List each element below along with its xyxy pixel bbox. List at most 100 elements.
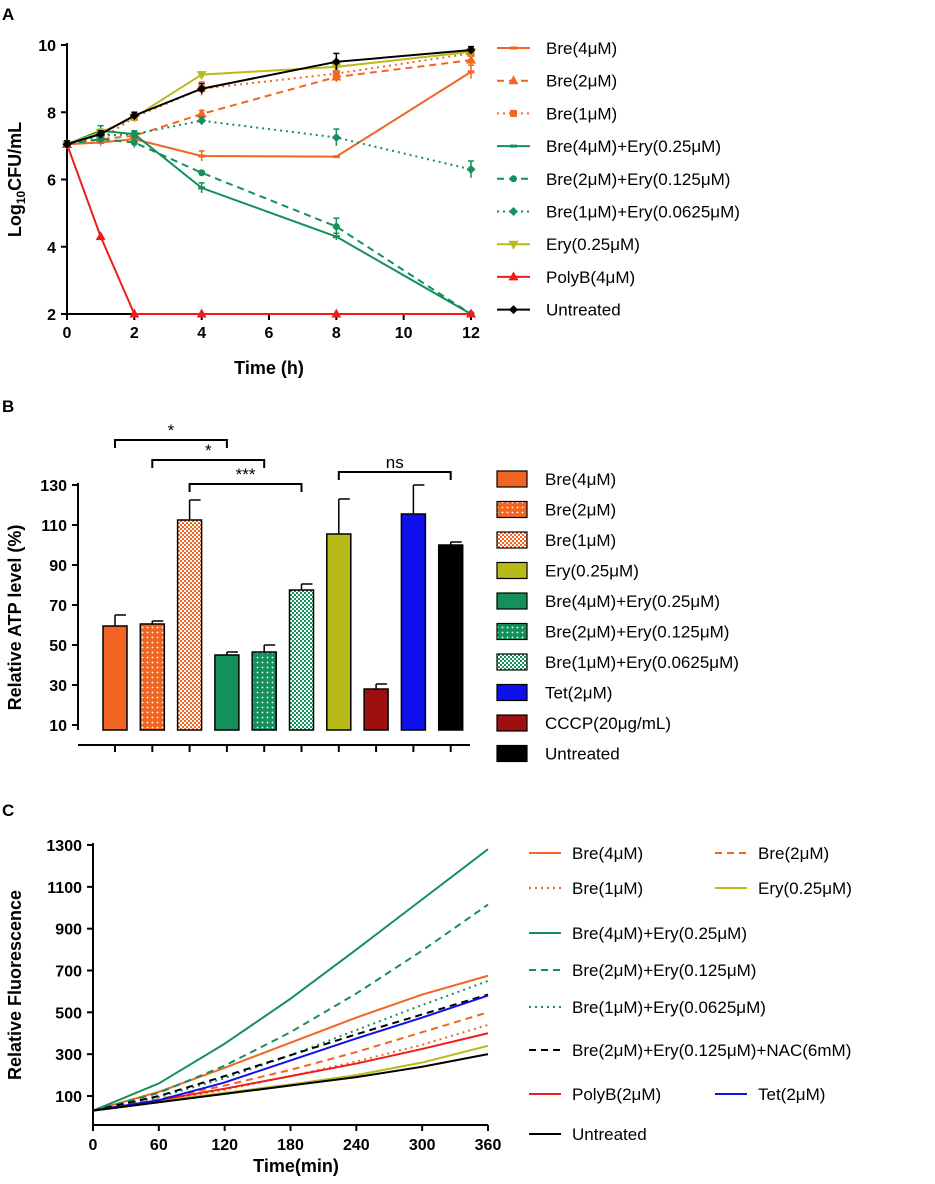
x-axis-title: Time (h) bbox=[234, 358, 304, 378]
legend-label: Bre(1μM) bbox=[545, 531, 616, 550]
y-axis-title: Relative Fluorescence bbox=[5, 890, 25, 1080]
series-line-6 bbox=[66, 50, 472, 146]
data-point bbox=[331, 132, 341, 142]
bar-8 bbox=[400, 513, 427, 731]
x-tick-label: 6 bbox=[265, 325, 274, 342]
legend-marker bbox=[510, 144, 517, 148]
data-point bbox=[196, 71, 207, 81]
data-point bbox=[466, 164, 476, 174]
legend-label: Bre(4μM)+Ery(0.25μM) bbox=[546, 137, 721, 156]
y-tick-label: 8 bbox=[47, 105, 56, 122]
data-point bbox=[332, 235, 340, 239]
legend-marker bbox=[508, 271, 519, 281]
y-tick-label: 70 bbox=[49, 598, 67, 615]
series-line-3 bbox=[92, 1044, 489, 1112]
data-point bbox=[331, 308, 342, 318]
data-point bbox=[332, 223, 340, 231]
legend-label: Bre(2μM)+Ery(0.125μM) bbox=[572, 961, 756, 980]
data-point bbox=[129, 129, 139, 139]
x-tick-label: 180 bbox=[277, 1137, 304, 1154]
legend-swatch bbox=[496, 744, 528, 763]
series-line-9 bbox=[92, 994, 489, 1112]
y-axis-title: Relative ATP level (%) bbox=[5, 525, 25, 711]
legend-swatch bbox=[496, 622, 528, 641]
legend-label: Bre(4μM) bbox=[545, 470, 616, 489]
bar-1 bbox=[139, 623, 166, 731]
series-line-0 bbox=[92, 974, 489, 1112]
data-point bbox=[332, 70, 340, 78]
panel-letter-b: B bbox=[2, 397, 14, 416]
panel-letter-a: A bbox=[2, 5, 14, 24]
legend-label: Untreated bbox=[546, 301, 621, 320]
legend-label: Bre(2μM)+Ery(0.125μM) bbox=[546, 170, 730, 189]
series-line-6 bbox=[92, 980, 489, 1112]
legend-label: Bre(1μM) bbox=[546, 104, 617, 123]
legend-label: Tet(2μM) bbox=[758, 1085, 825, 1104]
y-tick-label: 900 bbox=[55, 922, 82, 939]
series-line-0 bbox=[66, 71, 472, 158]
legend-label: Bre(2μM)+Ery(0.125μM) bbox=[545, 623, 729, 642]
data-point bbox=[95, 231, 106, 241]
legend-swatch bbox=[496, 531, 528, 549]
legend-swatch bbox=[496, 592, 528, 610]
legend-label: Bre(1μM) bbox=[572, 879, 643, 898]
x-tick-label: 0 bbox=[63, 325, 72, 342]
legend-swatch bbox=[496, 561, 528, 580]
significance-bracket bbox=[188, 483, 303, 492]
y-tick-label: 2 bbox=[47, 307, 56, 324]
bar-2 bbox=[176, 519, 203, 731]
legend-label: Bre(1μM)+Ery(0.0625μM) bbox=[545, 653, 739, 672]
legend-label: Bre(1μM)+Ery(0.0625μM) bbox=[572, 998, 766, 1017]
legend-label: Bre(4μM)+Ery(0.25μM) bbox=[545, 592, 720, 611]
series-line-4 bbox=[92, 848, 489, 1112]
data-point bbox=[129, 308, 140, 318]
legend-label: Bre(2μM) bbox=[545, 501, 616, 520]
y-tick-label: 110 bbox=[41, 518, 67, 535]
x-tick-label: 2 bbox=[130, 325, 139, 342]
significance-bracket bbox=[151, 459, 266, 468]
legend-label: Ery(0.25μM) bbox=[545, 562, 639, 581]
y-axis-title: Log10CFU/mL bbox=[5, 122, 28, 237]
data-point bbox=[332, 155, 340, 159]
x-tick-label: 0 bbox=[89, 1137, 98, 1154]
series-line-3 bbox=[66, 129, 472, 315]
data-point bbox=[62, 139, 72, 149]
series-line-10 bbox=[92, 1053, 489, 1112]
legend-label: CCCP(20μg/mL) bbox=[545, 714, 671, 733]
series-line-1 bbox=[66, 59, 472, 146]
legend-label: Untreated bbox=[545, 745, 620, 764]
data-point bbox=[198, 169, 206, 177]
legend-marker bbox=[509, 305, 518, 315]
data-point bbox=[467, 70, 475, 74]
y-tick-label: 4 bbox=[47, 240, 56, 257]
data-point bbox=[96, 129, 106, 139]
data-point bbox=[466, 45, 476, 55]
legend-marker bbox=[510, 109, 517, 117]
x-axis-title: Time(min) bbox=[253, 1156, 339, 1176]
panel-c-chart: 0 60 120 180 240 300 360 100 300 500 700 900 1100 130… bbox=[5, 838, 852, 1176]
x-tick-label: 60 bbox=[150, 1137, 168, 1154]
y-tick-label: 300 bbox=[55, 1047, 82, 1064]
y-tick-label: 10 bbox=[38, 38, 56, 55]
bar-0 bbox=[102, 625, 128, 731]
bar-7 bbox=[363, 688, 389, 731]
x-tick-label: 120 bbox=[211, 1137, 238, 1154]
legend-swatch bbox=[496, 653, 528, 671]
data-point bbox=[196, 308, 207, 318]
legend-label: Bre(2μM)+Ery(0.125μM)+NAC(6mM) bbox=[572, 1041, 851, 1060]
y-tick-label: 30 bbox=[49, 678, 67, 695]
legend-label: Bre(4μM) bbox=[572, 844, 643, 863]
bar-6 bbox=[326, 533, 352, 731]
x-tick-label: 300 bbox=[409, 1137, 436, 1154]
legend-marker bbox=[510, 46, 517, 50]
legend-label: Ery(0.25μM) bbox=[758, 879, 852, 898]
significance-label: ns bbox=[386, 453, 404, 472]
panel-letter-c: C bbox=[2, 801, 14, 820]
y-tick-label: 6 bbox=[47, 173, 56, 190]
series-line-5 bbox=[92, 903, 489, 1112]
x-tick-label: 10 bbox=[395, 325, 413, 342]
data-point bbox=[197, 84, 207, 94]
x-tick-label: 4 bbox=[197, 325, 206, 342]
